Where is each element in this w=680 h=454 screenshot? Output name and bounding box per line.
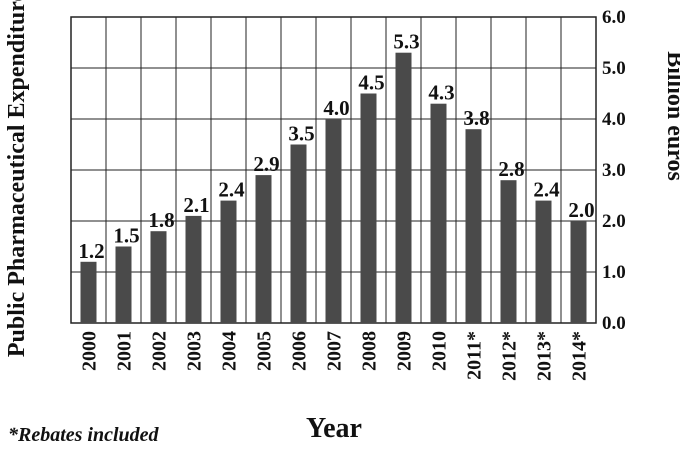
x-tick-label: 2007 <box>324 331 346 371</box>
x-tick-label: 2012* <box>499 331 521 381</box>
y-tick-label: 2.0 <box>602 211 626 232</box>
x-tick-label: 2013* <box>534 331 556 381</box>
data-label: 2.4 <box>218 178 245 202</box>
data-label: 4.5 <box>358 71 384 95</box>
bar <box>185 215 202 323</box>
bar <box>535 200 552 323</box>
data-label: 5.3 <box>393 30 419 54</box>
bar <box>115 246 132 323</box>
x-tick-labels: 2000 2001 2002 2003 2004 2005 2006 2007 2008 2009… <box>79 331 591 381</box>
bar <box>80 261 97 323</box>
bars-group <box>80 52 587 323</box>
x-tick-label: 2005 <box>254 331 276 371</box>
x-tick-label: 2006 <box>289 331 311 371</box>
x-tick-label: 2011* <box>464 331 486 380</box>
x-tick-label: 2014* <box>569 331 591 381</box>
chart-grid <box>70 16 597 324</box>
x-tick-label: 2003 <box>184 331 206 371</box>
bar <box>430 103 447 323</box>
y-axis-label-right: Billion euros <box>662 51 680 181</box>
data-label: 1.2 <box>78 239 104 263</box>
bar <box>395 52 412 323</box>
bar <box>150 231 167 323</box>
x-axis-label: Year <box>306 413 362 444</box>
data-label: 4.3 <box>428 81 454 105</box>
y-tick-label: 5.0 <box>602 58 626 79</box>
x-tick-label: 2010 <box>429 331 451 371</box>
y-tick-labels: 0.0 1.0 2.0 3.0 4.0 5.0 6.0 <box>602 7 626 334</box>
bar <box>290 144 307 323</box>
y-tick-label: 0.0 <box>602 313 626 334</box>
data-labels-group: 1.2 1.5 1.8 2.1 2.4 2.9 3.5 4.0 4.5 5.3 4.3 3.8 2.8 2… <box>78 30 594 263</box>
bar <box>325 119 342 323</box>
data-label: 2.0 <box>568 198 594 222</box>
x-tick-label: 2002 <box>149 331 171 371</box>
data-label: 4.0 <box>323 96 349 120</box>
x-tick-label: 2008 <box>359 331 381 371</box>
data-label: 2.9 <box>253 152 279 176</box>
bar <box>500 180 517 323</box>
bar <box>360 93 377 323</box>
data-label: 2.1 <box>183 193 209 217</box>
x-tick-label: 2009 <box>394 331 416 371</box>
x-tick-label: 2001 <box>114 331 136 371</box>
bar <box>255 175 272 323</box>
bar <box>570 221 587 323</box>
y-tick-label: 4.0 <box>602 109 626 130</box>
y-tick-label: 1.0 <box>602 262 626 283</box>
y-tick-label: 6.0 <box>602 7 626 28</box>
data-label: 2.4 <box>533 178 560 202</box>
data-label: 1.8 <box>148 208 174 232</box>
bar <box>220 200 237 323</box>
data-label: 3.8 <box>463 106 489 130</box>
x-tick-label: 2004 <box>219 331 241 371</box>
bar <box>465 129 482 323</box>
data-label: 1.5 <box>113 224 139 248</box>
footnote: *Rebates included <box>8 424 159 446</box>
y-tick-label: 3.0 <box>602 160 626 181</box>
data-label: 2.8 <box>498 157 524 181</box>
y-axis-label-left: Public Pharmaceutical Expenditure <box>4 0 30 357</box>
data-label: 3.5 <box>288 122 314 146</box>
x-tick-label: 2000 <box>79 331 101 371</box>
